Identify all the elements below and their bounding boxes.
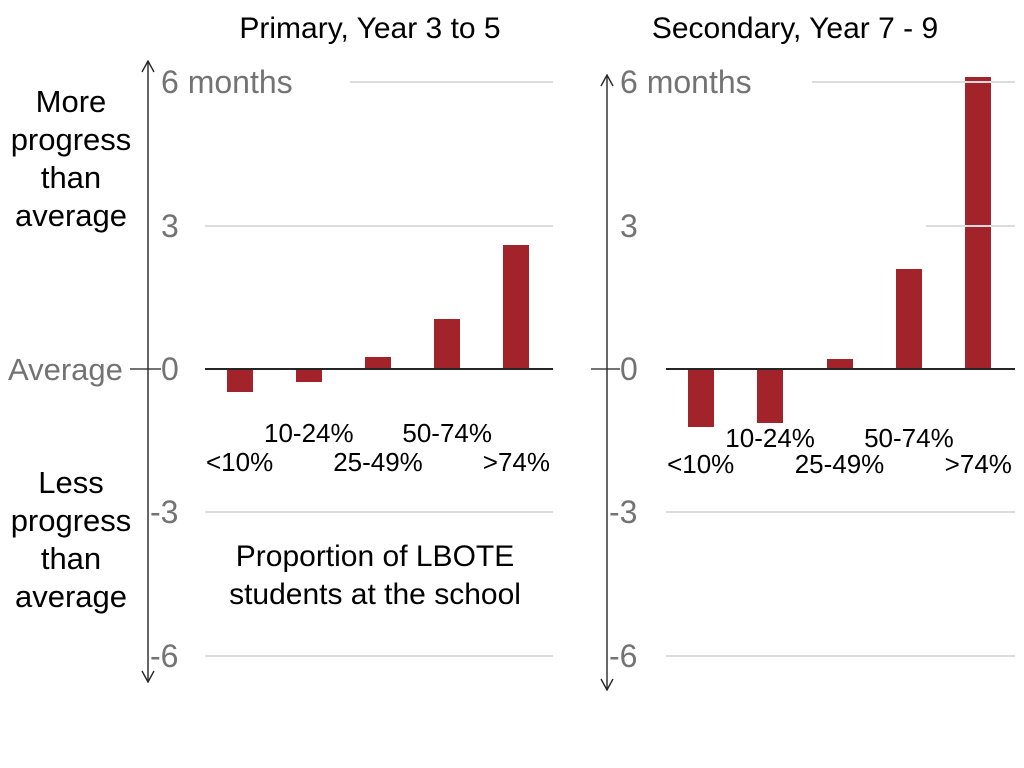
zero-baseline [666, 368, 1015, 370]
gridline [666, 511, 1015, 514]
chart-title-secondary: Secondary, Year 7 - 9 [651, 12, 939, 45]
category-label-10-24%: 10-24% [263, 418, 354, 448]
gridline [205, 511, 553, 514]
zero-tick [130, 368, 161, 370]
category-label->74%: >74% [482, 447, 551, 477]
y-tick-label: 0 [161, 351, 179, 387]
category-label-25-49%: 25-49% [794, 449, 885, 479]
bar-<10% [226, 370, 253, 392]
bar-<10% [687, 370, 714, 428]
bar-10-24% [757, 370, 784, 423]
arrow-down-icon [141, 670, 155, 683]
y-tick-label: -3 [609, 494, 638, 531]
bar-50-74% [434, 318, 461, 369]
category-label-25-49%: 25-49% [333, 447, 423, 477]
y-tick-label: -6 [609, 637, 638, 674]
category-label-<10%: <10% [205, 447, 274, 477]
y-axis [141, 60, 155, 683]
arrow-up-icon [600, 74, 614, 87]
bar-10-24% [295, 370, 322, 382]
category-label-<10%: <10% [667, 449, 735, 479]
arrow-up-icon [141, 60, 155, 73]
y-axis [600, 74, 614, 691]
bar-50-74% [895, 268, 922, 369]
bar-25-49% [365, 357, 391, 369]
y-tick-label: 3 [620, 207, 638, 244]
y-tick-label: 6 months [620, 64, 752, 101]
bar-25-49% [826, 359, 853, 369]
category-label-50-74%: 50-74% [402, 418, 492, 448]
bar->74% [965, 77, 992, 369]
category-label-10-24%: 10-24% [725, 423, 815, 453]
y-tick-label: 6 months [161, 64, 293, 101]
y-tick-label: 0 [620, 351, 638, 387]
gridline [926, 224, 1015, 227]
category-label->74%: >74% [944, 449, 1012, 479]
caption-lbote: Proportion of LBOTE students at the scho… [229, 540, 521, 611]
arrow-down-icon [600, 678, 614, 691]
gridline [812, 81, 1015, 84]
bar->74% [503, 244, 530, 369]
chart-title-primary: Primary, Year 3 to 5 [239, 12, 501, 45]
zero-tick [591, 368, 620, 370]
y-tick-label: 3 [161, 207, 179, 244]
gridline [205, 654, 553, 657]
gridline [205, 224, 553, 227]
y-tick-label: -3 [150, 494, 179, 531]
zero-baseline [205, 368, 553, 370]
category-label-50-74%: 50-74% [864, 423, 954, 453]
label-average: Average [8, 352, 123, 387]
label-less-progress: Less progress than average [10, 465, 132, 614]
label-more-progress: More progress than average [10, 84, 132, 233]
gridline [350, 81, 553, 84]
y-tick-label: -6 [150, 637, 179, 674]
gridline [666, 654, 1015, 657]
